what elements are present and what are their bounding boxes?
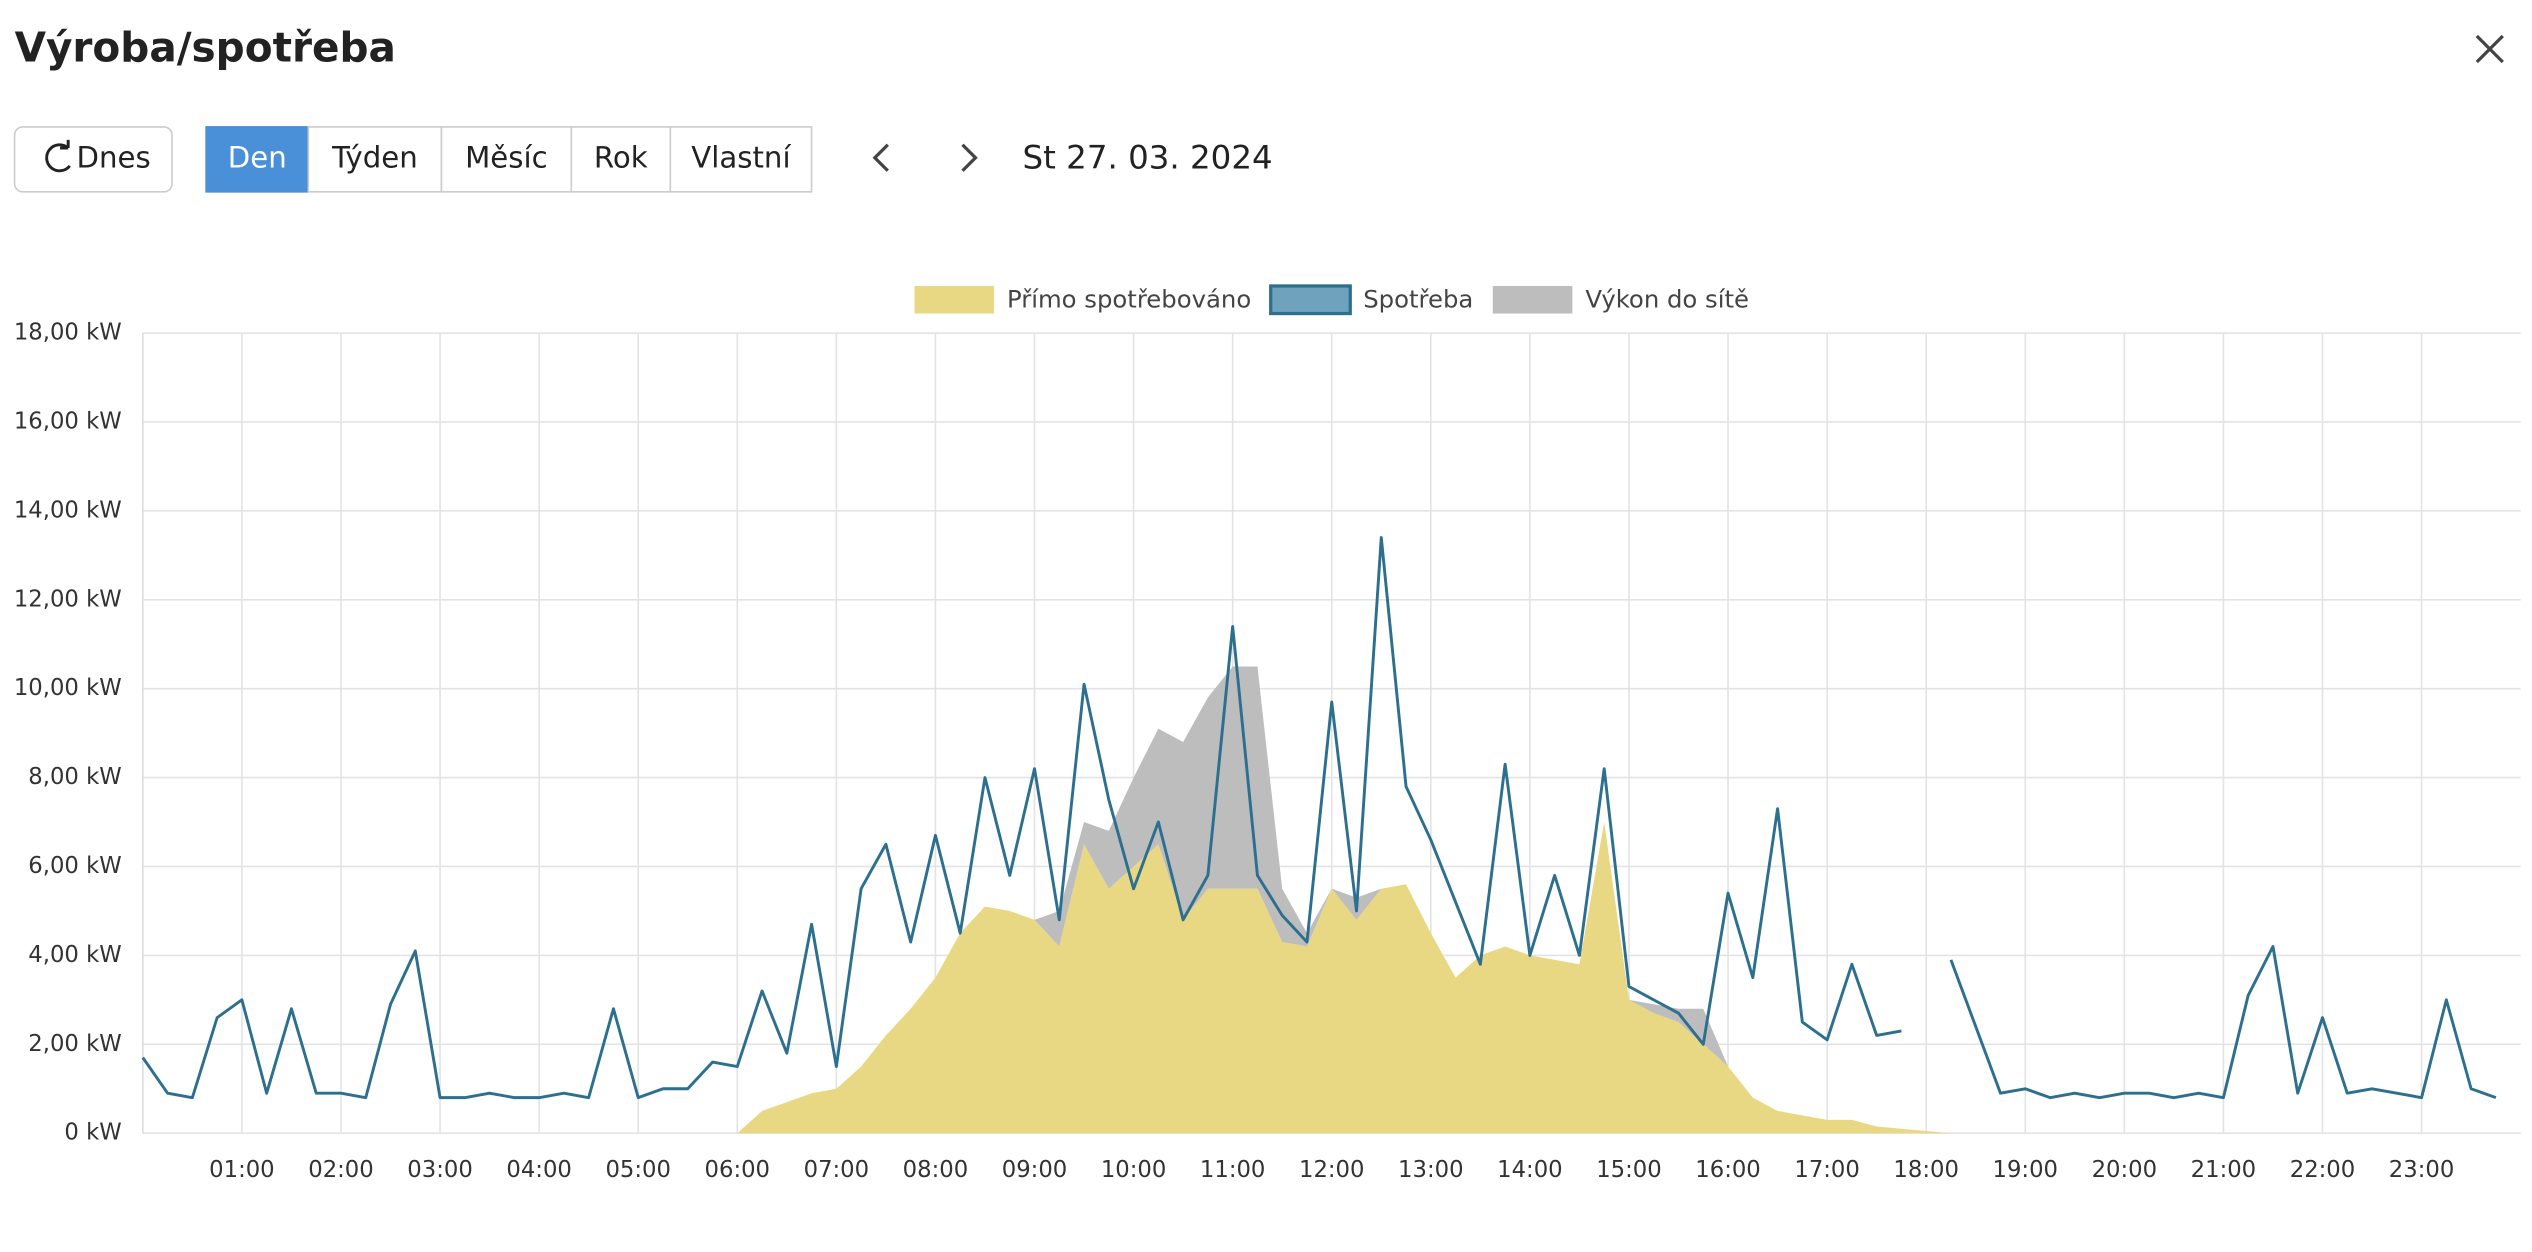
x-tick-label: 06:00	[705, 1157, 770, 1183]
button-label: Den	[228, 140, 287, 174]
x-tick-label: 17:00	[1794, 1157, 1859, 1183]
x-tick-label: 11:00	[1200, 1157, 1265, 1183]
x-tick-label: 19:00	[1993, 1157, 2058, 1183]
period-button[interactable]: Rok	[570, 126, 672, 193]
legend-swatch	[1269, 284, 1352, 316]
period-button[interactable]: Vlastní	[669, 126, 813, 193]
x-tick-label: 15:00	[1596, 1157, 1661, 1183]
y-tick-label: 10,00 kW	[14, 675, 122, 701]
legend-item[interactable]: Spotřeba	[1269, 284, 1474, 316]
x-tick-label: 10:00	[1101, 1157, 1166, 1183]
y-tick-label: 0 kW	[64, 1120, 121, 1146]
close-button[interactable]	[2475, 34, 2504, 64]
legend-item[interactable]: Přímo spotřebováno	[914, 285, 1251, 314]
refresh-icon	[45, 139, 71, 173]
area	[142, 822, 2496, 1134]
x-tick-label: 12:00	[1299, 1157, 1364, 1183]
legend-label: Výkon do sítě	[1585, 285, 1749, 314]
y-tick-label: 12,00 kW	[14, 586, 122, 612]
legend-swatch	[914, 285, 995, 314]
legend-item[interactable]: Výkon do sítě	[1492, 285, 1749, 314]
close-icon	[2475, 34, 2504, 64]
x-tick-label: 05:00	[605, 1157, 670, 1183]
date-label: St 27. 03. 2024	[1023, 138, 1273, 176]
legend: Přímo spotřebováno Spotřeba Výkon do sítě	[914, 284, 1749, 316]
x-tick-label: 04:00	[506, 1157, 571, 1183]
chart: 0 kW 2,00 kW 4,00 kW 6,00 kW 8,00 kW 10,00 kW…	[14, 284, 2521, 1183]
x-tick-label: 02:00	[308, 1157, 373, 1183]
period-switch: Den Týden Měsíc Rok Vlastní	[205, 126, 813, 193]
y-tick-label: 14,00 kW	[14, 497, 122, 523]
button-frame	[205, 126, 310, 193]
x-tick-label: 01:00	[209, 1157, 274, 1183]
legend-label: Přímo spotřebováno	[1007, 285, 1251, 314]
x-tick-label: 03:00	[407, 1157, 472, 1183]
x-tick-label: 23:00	[2389, 1157, 2454, 1183]
areas	[142, 666, 2496, 1134]
next-button[interactable]	[961, 143, 978, 172]
button-label: Dnes	[77, 140, 151, 174]
button-frame	[13, 126, 173, 193]
chevron-right	[961, 143, 978, 172]
x-tick-label: 09:00	[1002, 1157, 1067, 1183]
y-tick-label: 2,00 kW	[28, 1031, 121, 1057]
button-label: Týden	[331, 140, 418, 174]
line	[141, 536, 2497, 1100]
button-frame	[307, 126, 443, 193]
y-tick-label: 16,00 kW	[14, 408, 122, 434]
x-tick-label: 20:00	[2092, 1157, 2157, 1183]
button-label: Měsíc	[465, 140, 548, 174]
x-tick-label: 08:00	[903, 1157, 968, 1183]
x-tick-label: 18:00	[1893, 1157, 1958, 1183]
y-tick-label: 8,00 kW	[28, 764, 121, 790]
legend-swatch	[1492, 285, 1573, 314]
legend-label: Spotřeba	[1363, 285, 1473, 314]
y-tick-label: 6,00 kW	[28, 853, 121, 879]
period-button[interactable]: Měsíc	[440, 126, 573, 193]
period-button[interactable]: Týden	[307, 126, 443, 193]
button-frame	[669, 126, 813, 193]
button-label: Vlastní	[691, 140, 791, 174]
x-tick-label: 21:00	[2191, 1157, 2256, 1183]
dialog-title: Výroba/spotřeba	[15, 24, 396, 72]
y-tick-label: 4,00 kW	[28, 942, 121, 968]
x-tick-label: 22:00	[2290, 1157, 2355, 1183]
x-tick-label: 07:00	[804, 1157, 869, 1183]
chevron-left	[872, 143, 889, 172]
period-button[interactable]: Den	[205, 126, 310, 193]
previous-button[interactable]	[872, 143, 889, 172]
x-tick-label: 16:00	[1695, 1157, 1760, 1183]
x-tick-label: 14:00	[1497, 1157, 1562, 1183]
button-label: Rok	[594, 140, 648, 174]
today-button[interactable]: Dnes	[13, 126, 173, 193]
x-tick-label: 13:00	[1398, 1157, 1463, 1183]
y-tick-label: 18,00 kW	[14, 320, 122, 346]
